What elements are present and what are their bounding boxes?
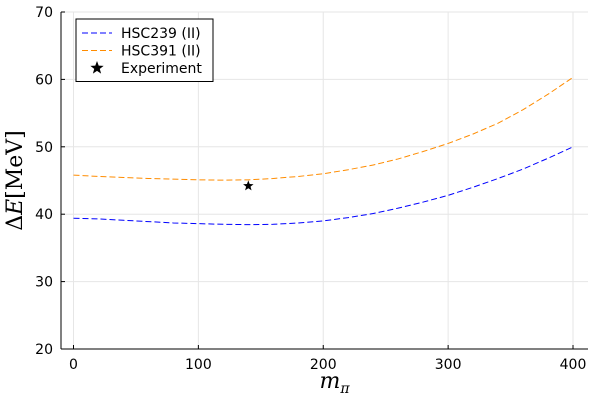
y-tick-label: 60 — [35, 72, 53, 88]
y-axis-label-prefix: Δ — [3, 215, 28, 231]
experiment-star-marker — [243, 180, 254, 191]
y-axis-label-unit: MeV — [3, 138, 28, 191]
series-line — [73, 76, 574, 181]
points-layer — [243, 180, 254, 191]
x-axis-label: mπ — [319, 369, 350, 397]
x-tick-label: 100 — [185, 357, 212, 373]
legend-label: HSC239 (II) — [121, 26, 201, 42]
x-axis-label-subscript: π — [339, 381, 350, 397]
legend-entry: Experiment — [90, 61, 202, 77]
series-line — [73, 146, 574, 226]
x-tick-label: 300 — [435, 357, 462, 373]
x-tick-label: 200 — [310, 357, 337, 373]
y-tick-label: 50 — [35, 140, 53, 156]
y-axis-label-open-bracket: [ — [3, 190, 28, 199]
axes-layer — [60, 12, 588, 350]
legend: HSC239 (II) HSC391 (II)Experiment — [75, 18, 214, 82]
y-axis-label: ΔE[MeV] — [3, 130, 28, 231]
y-tick-label: 30 — [35, 275, 53, 291]
x-tick-label: 0 — [69, 357, 78, 373]
legend-star-icon — [90, 61, 104, 74]
series-layer — [73, 76, 574, 226]
x-axis-label-main: m — [319, 369, 340, 394]
legend-label: Experiment — [121, 61, 202, 77]
legend-label: HSC391 (II) — [121, 44, 201, 60]
y-tick-label: 70 — [35, 5, 53, 21]
legend-entry: HSC239 (II) — [82, 26, 201, 42]
ticks-layer: 0 100 200 300 400 20 30 40 50 60 70 — [35, 5, 586, 373]
legend-entry: HSC391 (II) — [82, 44, 201, 60]
y-tick-label: 40 — [35, 207, 53, 223]
x-tick-label: 400 — [560, 357, 587, 373]
legend-items: HSC239 (II) HSC391 (II)Experiment — [82, 26, 202, 77]
y-axis-label-main: E — [3, 199, 28, 216]
y-tick-label: 20 — [35, 342, 53, 358]
y-axis-label-close-bracket: ] — [3, 130, 28, 139]
